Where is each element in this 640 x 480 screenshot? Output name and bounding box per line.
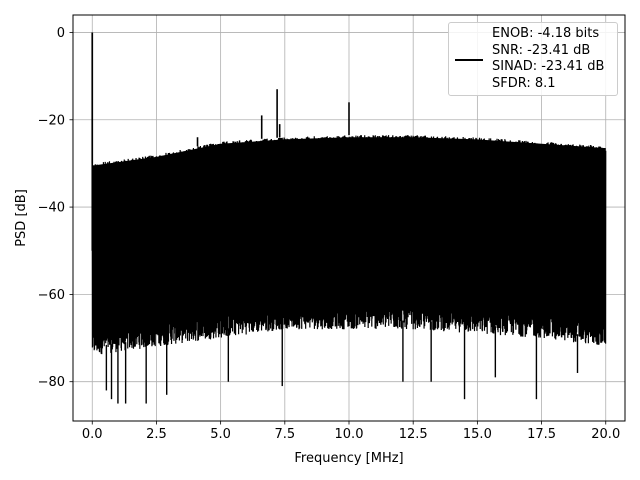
x-tick-label: 7.5 <box>274 427 295 442</box>
x-tick-label: 20.0 <box>591 427 620 442</box>
legend-sinad: SINAD: -23.41 dB <box>492 59 605 74</box>
y-tick-label: −40 <box>38 201 65 216</box>
legend-entries: ENOB: -4.18 bits SNR: -23.41 dB SINAD: -… <box>492 26 604 92</box>
x-tick-label: 17.5 <box>527 427 556 442</box>
x-tick-label: 12.5 <box>399 427 428 442</box>
x-tick-label: 15.0 <box>463 427 492 442</box>
legend-enob: ENOB: -4.18 bits <box>492 26 600 41</box>
y-tick-label: 0 <box>57 26 65 41</box>
y-tick-label: −20 <box>38 113 65 128</box>
legend-snr: SNR: -23.41 dB <box>492 42 591 58</box>
x-tick-label: 0.0 <box>82 427 103 442</box>
data-area <box>91 32 607 404</box>
legend: ENOB: -4.18 bits SNR: -23.41 dB SINAD: -… <box>448 22 618 96</box>
y-tick-label: −60 <box>38 288 65 303</box>
legend-line-swatch <box>455 59 483 61</box>
x-tick-label: 10.0 <box>335 427 364 442</box>
axis-ticks: 0.0 2.5 5.0 7.5 10.0 12.5 15.0 17.5 20.0 0 −20 −40 −… <box>38 26 621 442</box>
legend-sfdr: SFDR: 8.1 <box>492 75 556 91</box>
y-axis-label: PSD [dB] <box>14 189 29 247</box>
psd-series-line <box>91 135 607 355</box>
y-tick-label: −80 <box>38 375 65 390</box>
x-tick-label: 2.5 <box>146 427 167 442</box>
x-tick-label: 5.0 <box>210 427 231 442</box>
x-axis-label: Frequency [MHz] <box>294 451 403 466</box>
